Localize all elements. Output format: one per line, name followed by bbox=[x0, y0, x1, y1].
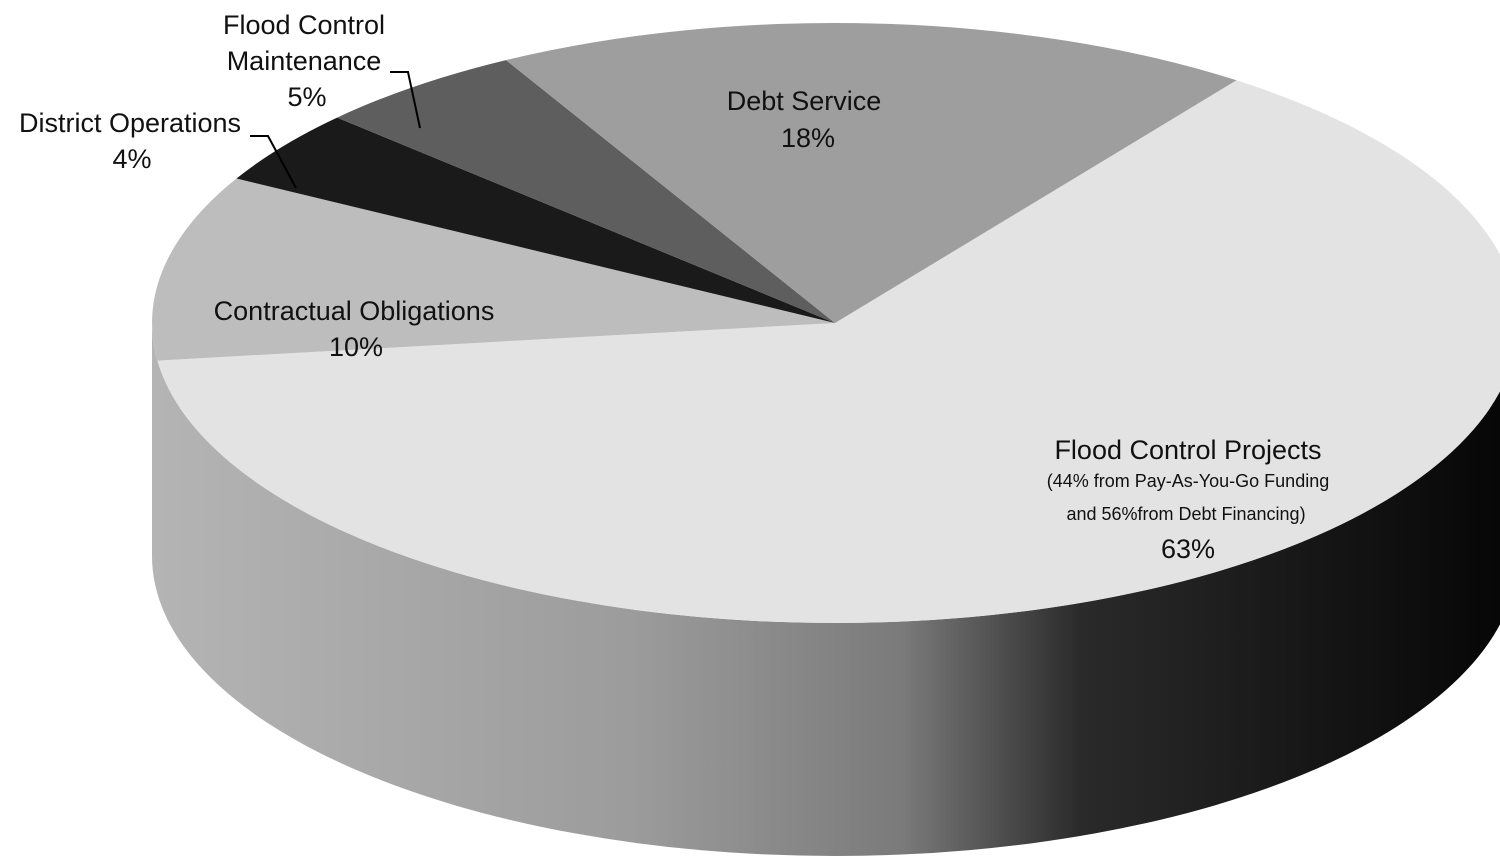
label-flood-control-projects: Flood Control Projects bbox=[1054, 435, 1321, 465]
slice-contractual-obligations bbox=[152, 178, 836, 361]
slice-debt-service bbox=[506, 22, 1237, 323]
label-contractual-obligations: Contractual Obligations bbox=[214, 296, 495, 326]
value-contractual-obligations: 10% bbox=[329, 332, 383, 362]
label-district-operations: District Operations bbox=[19, 108, 241, 138]
leader-line-district-operations bbox=[250, 135, 297, 189]
label-flood-control-maintenance-line2: Maintenance bbox=[227, 46, 382, 76]
label-debt-service: Debt Service bbox=[727, 86, 882, 116]
value-district-operations: 4% bbox=[112, 144, 151, 174]
leader-line-flood-control-maintenance bbox=[390, 71, 421, 129]
value-flood-control-maintenance: 5% bbox=[287, 82, 326, 112]
note-flood-control-projects-line2: and 56%from Debt Financing) bbox=[1066, 504, 1305, 524]
slice-district-operations bbox=[236, 117, 835, 323]
slice-flood-control-projects bbox=[157, 80, 1500, 623]
slice-flood-control-maintenance bbox=[337, 60, 835, 323]
label-flood-control-maintenance-line1: Flood Control bbox=[223, 10, 385, 40]
note-flood-control-projects-line1: (44% from Pay-As-You-Go Funding bbox=[1047, 471, 1329, 491]
value-debt-service: 18% bbox=[781, 123, 835, 153]
pie-side-wall bbox=[152, 323, 1500, 856]
value-flood-control-projects: 63% bbox=[1161, 534, 1215, 564]
